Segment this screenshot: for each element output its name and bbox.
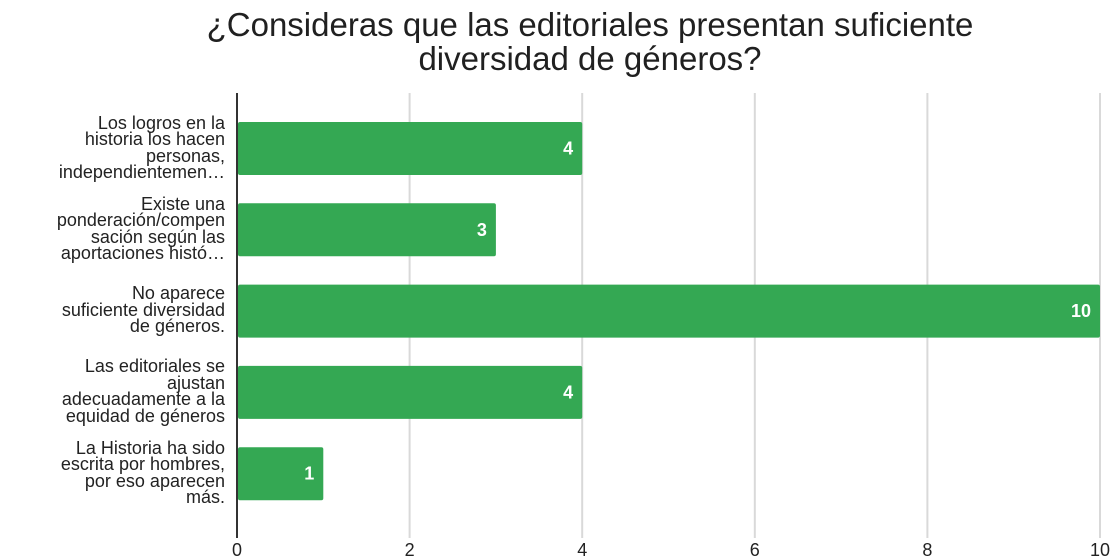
x-tick-label-0: 0 [232, 540, 242, 558]
bars: 4 3 10 4 1 [238, 122, 1100, 501]
chart-title-line-2: diversidad de géneros? [418, 40, 762, 77]
category-label-2-line-1: Existe una [140, 193, 225, 214]
bar-value-label-3: 10 [1071, 301, 1091, 321]
bar-4 [238, 365, 583, 419]
category-label-5: La Historia ha sido escrita por hombres, p… [0, 437, 225, 508]
bar-value-label-2: 3 [477, 220, 487, 240]
x-tick-label-8: 8 [922, 540, 932, 558]
x-tick-label-2: 2 [405, 540, 415, 558]
category-label-4-line-3: adecuadamente a la [61, 389, 225, 410]
category-label-1-line-2: historia los hacen [84, 129, 225, 149]
category-label-1-line-4: independientemen… [58, 162, 225, 182]
x-tick-label-6: 6 [750, 540, 760, 558]
category-label-4-line-1: Las editoriales se [84, 356, 225, 377]
bar-value-label-1: 4 [563, 139, 573, 159]
chart-title: ¿Consideras que las editoriales presenta… [0, 8, 1120, 76]
category-label-4-line-4: equidad de géneros [65, 405, 225, 426]
category-label-1: Los logros en la historia los hacen person… [0, 112, 225, 182]
x-tick-labels: 0 2 4 6 8 10 [232, 540, 1110, 558]
category-label-5-line-2: escrita por hombres, [60, 454, 225, 475]
category-label-3-line-2: suficiente diversidad [61, 299, 225, 320]
bar-3 [238, 284, 1100, 338]
category-label-4-line-2: ajustan [166, 372, 225, 393]
category-label-2-line-2: ponderación/compen [56, 210, 225, 231]
category-label-5-line-1: La Historia ha sido [75, 437, 225, 458]
category-label-2-line-3: sación según las [90, 226, 225, 247]
category-label-1-line-3: personas, [145, 145, 225, 166]
bar-2 [238, 203, 496, 257]
bar-5 [238, 447, 324, 501]
chart-title-line-1: ¿Consideras que las editoriales presenta… [206, 6, 974, 43]
category-label-2: Existe una ponderación/compen sación según… [0, 193, 225, 264]
bar-1 [238, 122, 583, 175]
bar-value-label-5: 1 [304, 464, 314, 484]
x-tick-label-10: 10 [1090, 540, 1110, 558]
category-label-4: Las editoriales se ajustan adecuadamente a… [0, 356, 225, 426]
category-label-5-line-4: más. [185, 487, 225, 508]
category-label-3-line-1: No aparece [131, 283, 225, 304]
bar-value-label-4: 4 [563, 382, 573, 402]
category-label-3-line-3: de géneros. [129, 316, 225, 337]
category-label-1-line-1: Los logros en la [97, 112, 225, 133]
category-label-5-line-3: por eso aparecen [84, 470, 225, 491]
category-label-3: No aparece suficiente diversidad de género… [0, 285, 225, 335]
category-label-2-line-4: aportaciones histó… [60, 243, 225, 264]
x-tick-label-4: 4 [577, 540, 587, 558]
